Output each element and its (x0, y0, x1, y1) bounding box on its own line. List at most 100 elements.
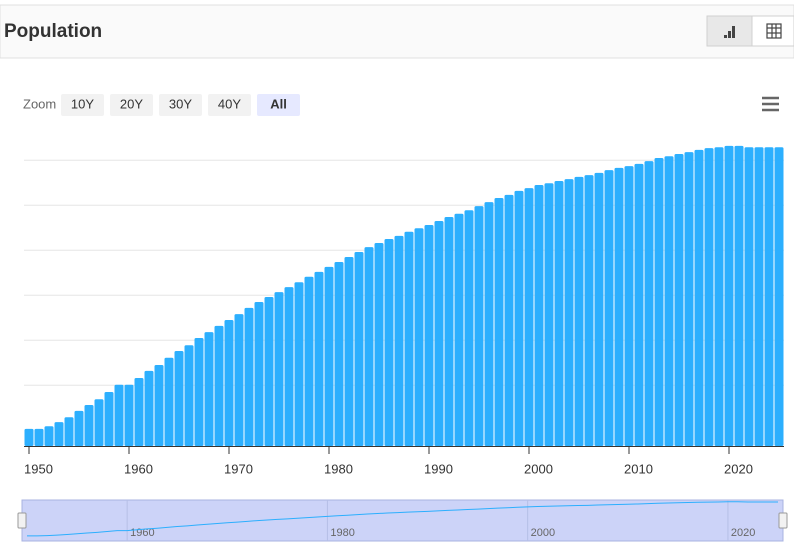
table-view-button[interactable] (751, 15, 794, 47)
zoom-button[interactable] (61, 94, 104, 116)
bar (384, 239, 394, 446)
navigator-handle[interactable] (17, 512, 27, 529)
header-bar (0, 4, 794, 59)
bar (774, 147, 784, 446)
header-title: Population (4, 21, 102, 42)
zoom-button[interactable] (208, 94, 251, 116)
bar (274, 292, 284, 446)
bar (574, 176, 584, 446)
bar (224, 320, 234, 446)
bar (364, 247, 374, 446)
bar (484, 202, 494, 446)
bar (154, 365, 164, 446)
bar (424, 225, 434, 446)
bar (244, 307, 254, 446)
bar (34, 428, 44, 446)
bar (724, 145, 734, 446)
bar (434, 221, 444, 446)
zoom-button-label: 20Y (120, 96, 143, 111)
bar (634, 163, 644, 446)
bar (744, 147, 754, 446)
bar (644, 161, 654, 446)
bar (564, 179, 574, 446)
bar (454, 213, 464, 446)
bar (514, 190, 524, 446)
bar (104, 392, 114, 446)
navigator-tick-label: 1980 (330, 527, 354, 539)
bar (614, 167, 624, 446)
bar (414, 228, 424, 446)
bar (664, 156, 674, 446)
bar (64, 417, 74, 446)
x-tick-label: 1950 (24, 461, 53, 476)
x-tick-label: 1970 (224, 461, 253, 476)
bar (544, 183, 554, 446)
bar (654, 158, 664, 446)
bar (74, 410, 84, 446)
bar (294, 282, 304, 446)
x-tick-label: 1980 (324, 461, 353, 476)
bar (354, 252, 364, 446)
bar (134, 378, 144, 446)
bar (394, 235, 404, 446)
zoom-button-label: 40Y (218, 96, 241, 111)
bar (304, 276, 314, 446)
bar (524, 188, 534, 446)
navigator-handle[interactable] (778, 512, 788, 529)
x-tick-label: 2000 (524, 461, 553, 476)
bar (594, 172, 604, 446)
bar (84, 405, 94, 446)
bar (474, 206, 484, 446)
zoom-button[interactable] (159, 94, 202, 116)
bar (624, 166, 634, 446)
bar (734, 145, 744, 446)
zoom-button-label: 10Y (71, 96, 94, 111)
zoom-button-label: All (270, 96, 287, 111)
x-tick-label: 2020 (724, 461, 753, 476)
bar (44, 426, 54, 446)
bar-icon (724, 26, 735, 38)
bar (314, 271, 324, 446)
bar (284, 287, 294, 446)
bar (604, 170, 614, 446)
bar (254, 302, 264, 446)
bar (164, 357, 174, 446)
bar (404, 231, 414, 446)
zoom-button[interactable] (257, 94, 300, 116)
bar (704, 148, 714, 446)
bar (174, 351, 184, 446)
bar (124, 384, 134, 446)
bar (674, 153, 684, 446)
bar (754, 147, 764, 446)
bar (94, 399, 104, 446)
bar (114, 384, 124, 446)
zoom-button[interactable] (110, 94, 153, 116)
bar (334, 261, 344, 446)
bar (194, 338, 204, 446)
navigator-tick-label: 2020 (731, 527, 755, 539)
menu-icon[interactable] (762, 96, 779, 112)
bar (444, 216, 454, 446)
bar (184, 345, 194, 446)
bar (534, 185, 544, 446)
bar (324, 266, 334, 446)
bar (24, 428, 34, 446)
bar (584, 175, 594, 446)
bar (374, 243, 384, 446)
bar (694, 149, 704, 446)
bar (264, 297, 274, 446)
bar (504, 194, 514, 446)
zoom-label: Zoom (23, 96, 56, 111)
zoom-button-label: 30Y (169, 96, 192, 111)
navigator-tick-label: 2000 (531, 527, 555, 539)
x-tick-label: 2010 (624, 461, 653, 476)
bar (214, 325, 224, 446)
bar (344, 257, 354, 446)
bar (464, 210, 474, 446)
bar (204, 332, 214, 446)
navigator-series (27, 501, 778, 537)
bar (764, 147, 774, 446)
x-tick-label: 1990 (424, 461, 453, 476)
